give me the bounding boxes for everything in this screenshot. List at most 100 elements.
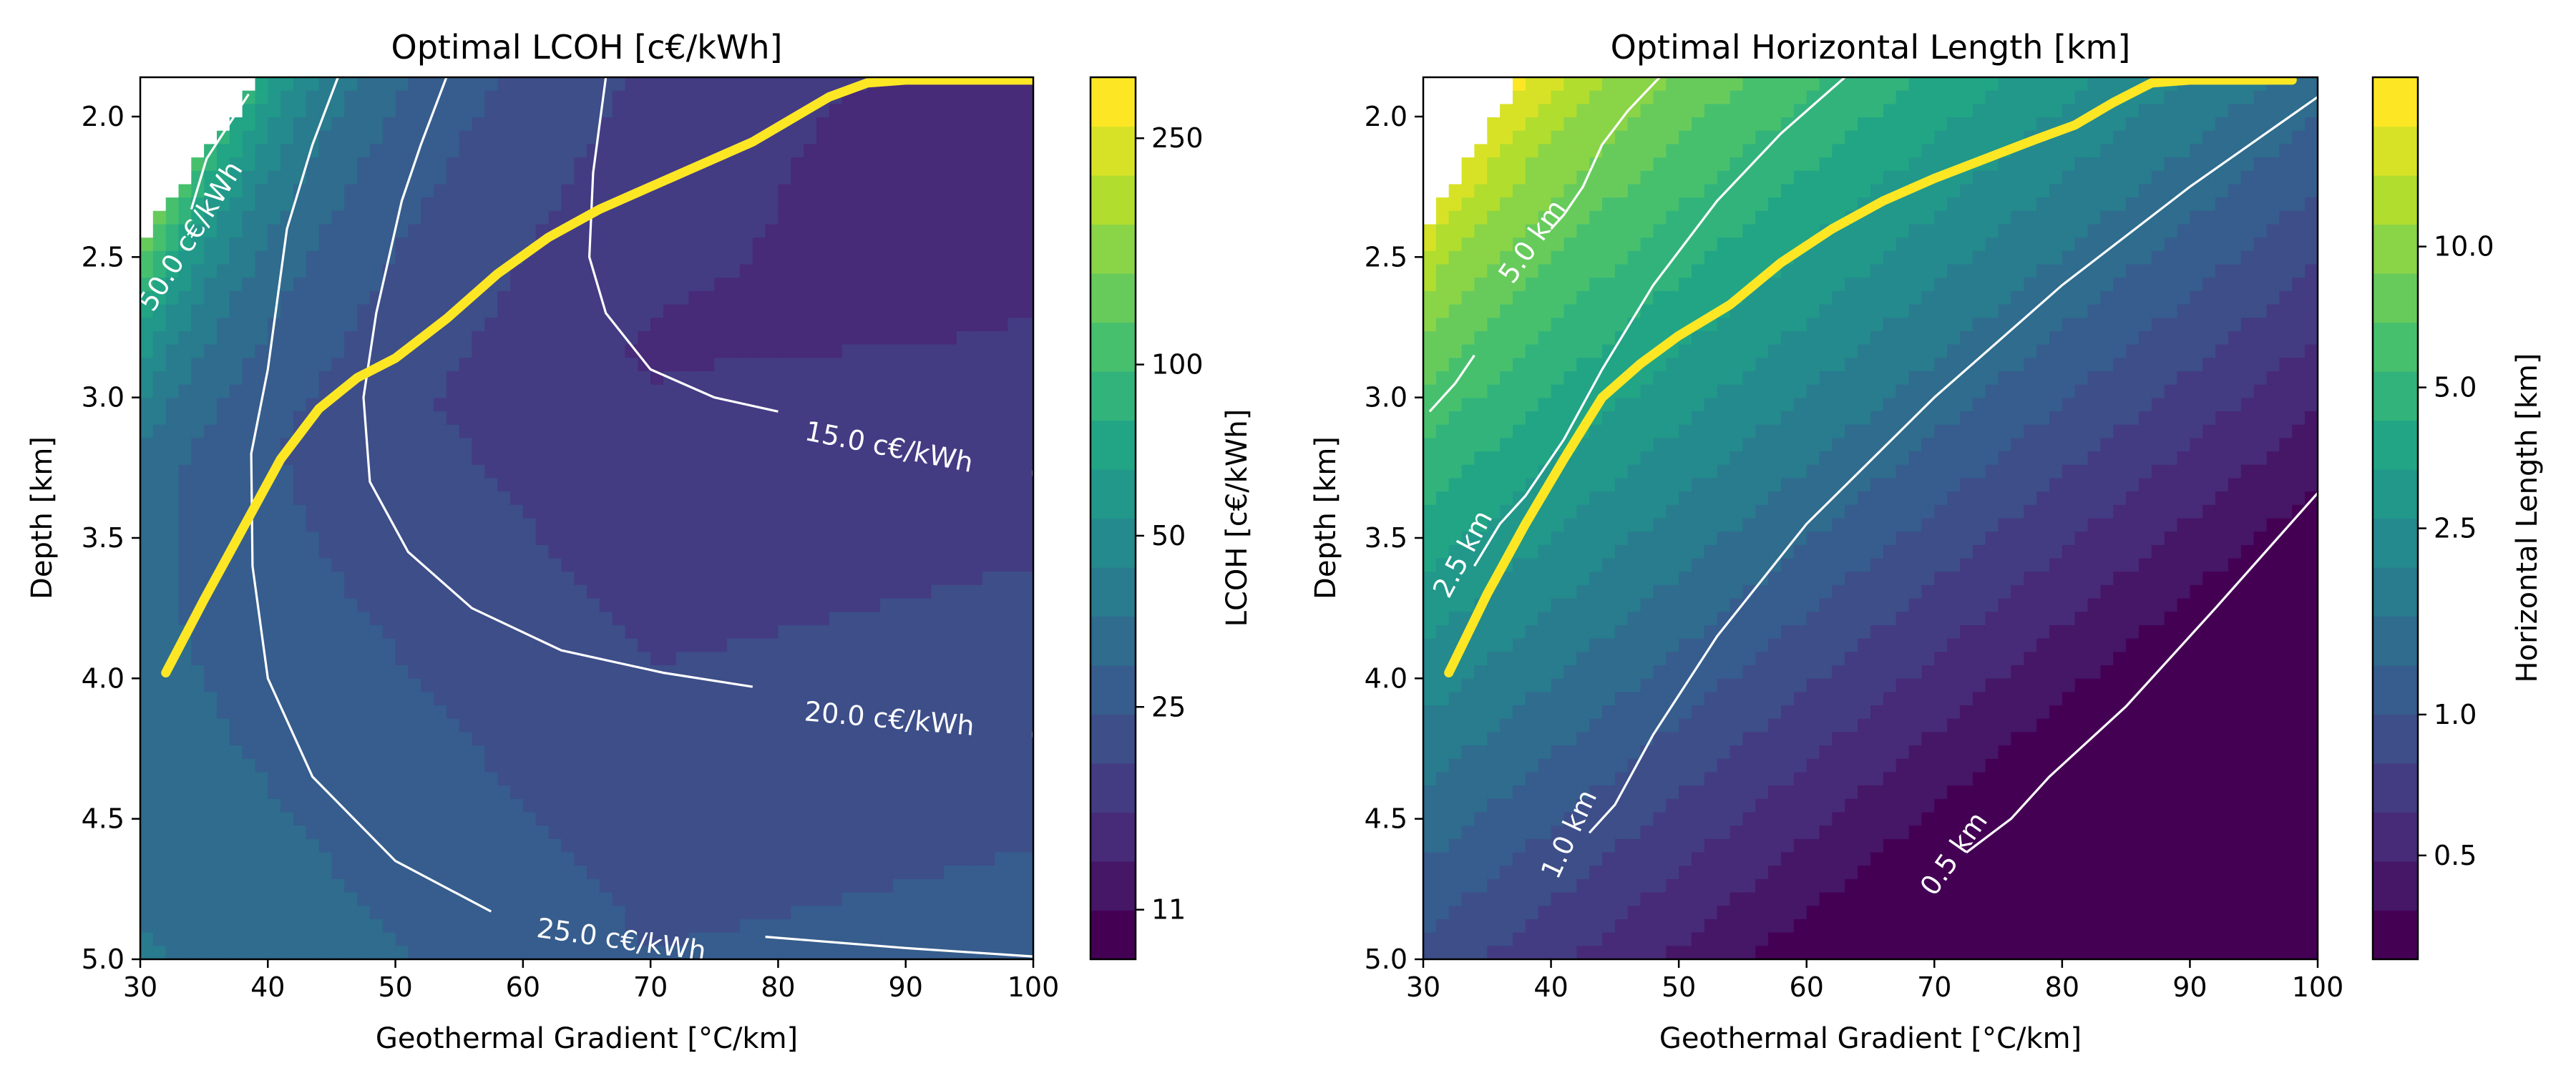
lcoh-heatmap-cell <box>841 946 856 959</box>
lcoh-heatmap-cell <box>318 612 333 626</box>
lcoh-heatmap-cell <box>178 838 192 853</box>
lcoh-heatmap-cell <box>548 518 562 532</box>
lcoh-heatmap-cell <box>599 612 613 626</box>
lcoh-heatmap-cell <box>293 278 307 292</box>
lcoh-heatmap-cell <box>982 184 996 198</box>
lcoh-heatmap-cell <box>229 438 243 452</box>
lcoh-heatmap-cell <box>522 919 537 934</box>
lcoh-heatmap-cell <box>1020 224 1033 238</box>
lcoh-heatmap-cell <box>331 718 345 733</box>
lcoh-heatmap-cell <box>905 224 919 238</box>
lcoh-heatmap-cell <box>587 598 600 613</box>
lcoh-heatmap-cell <box>638 625 651 640</box>
lcoh-heatmap-cell <box>816 852 830 866</box>
length-heatmap-cell <box>1435 504 1450 519</box>
lcoh-heatmap-cell <box>765 732 779 746</box>
lcoh-heatmap-cell <box>217 652 230 666</box>
lcoh-heatmap-cell <box>829 866 843 880</box>
lcoh-heatmap-cell <box>1008 892 1021 907</box>
lcoh-heatmap-cell <box>804 772 817 786</box>
lcoh-heatmap-cell <box>688 798 703 813</box>
lcoh-heatmap-cell <box>663 946 677 959</box>
lcoh-heatmap-cell <box>574 518 587 532</box>
lcoh-heatmap-cell <box>650 745 664 760</box>
lcoh-heatmap-cell <box>829 411 843 426</box>
lcoh-heatmap-cell <box>140 237 154 252</box>
lcoh-heatmap-cell <box>510 504 524 519</box>
lcoh-heatmap-cell <box>701 344 716 359</box>
lcoh-heatmap-cell <box>255 705 269 720</box>
lcoh-heatmap-cell <box>484 946 498 959</box>
lcoh-heatmap-cell <box>905 798 919 813</box>
lcoh-heatmap-cell <box>791 130 804 145</box>
lcoh-heatmap-cell <box>204 558 218 572</box>
lcoh-heatmap-cell <box>752 264 766 278</box>
lcoh-heatmap-cell <box>472 210 486 225</box>
lcoh-heatmap-cell <box>369 812 384 826</box>
lcoh-heatmap-cell <box>229 237 243 252</box>
lcoh-heatmap-cell <box>446 170 460 185</box>
lcoh-heatmap-cell <box>255 612 269 626</box>
lcoh-heatmap-cell <box>408 692 421 706</box>
lcoh-heatmap-cell <box>395 665 409 680</box>
lcoh-heatmap-cell <box>293 130 307 145</box>
lcoh-heatmap-cell <box>841 424 856 439</box>
lcoh-heatmap-cell <box>408 384 421 399</box>
lcoh-heatmap-cell <box>791 785 804 800</box>
lcoh-heatmap-cell <box>395 892 409 907</box>
lcoh-heatmap-cell <box>931 584 945 599</box>
lcoh-heatmap-cell <box>306 705 320 720</box>
lcoh-heatmap-cell <box>982 838 996 853</box>
lcoh-heatmap-cell <box>791 210 804 225</box>
lcoh-heatmap-cell <box>357 170 371 185</box>
length-heatmap-cell <box>1474 170 1488 185</box>
lcoh-heatmap-cell <box>905 90 919 105</box>
lcoh-heatmap-cell <box>778 398 791 412</box>
lcoh-heatmap-cell <box>561 157 575 172</box>
length-heatmap-cell <box>1423 90 1437 105</box>
lcoh-heatmap-cell <box>1008 718 1021 733</box>
lcoh-heatmap-cell <box>1020 745 1033 760</box>
lcoh-heatmap-cell <box>918 598 932 613</box>
lcoh-heatmap-cell <box>625 344 639 359</box>
lcoh-heatmap-cell <box>395 290 409 305</box>
lcoh-heatmap-cell <box>688 866 703 880</box>
lcoh-heatmap-cell <box>178 906 192 920</box>
lcoh-heatmap-cell <box>1020 892 1033 907</box>
lcoh-heatmap-cell <box>931 878 945 893</box>
lcoh-heatmap-cell <box>561 665 575 680</box>
lcoh-heatmap-cell <box>548 692 562 706</box>
lcoh-heatmap-cell <box>957 598 970 613</box>
lcoh-heatmap-cell <box>791 678 804 693</box>
length-heatmap-cell <box>1435 558 1450 572</box>
lcoh-heatmap-cell <box>229 825 243 840</box>
lcoh-heatmap-cell <box>791 384 804 399</box>
lcoh-heatmap-cell <box>829 572 843 586</box>
lcoh-heatmap-cell <box>229 612 243 626</box>
length-heatmap-cell <box>1423 558 1437 572</box>
length-heatmap-cell <box>1461 278 1475 292</box>
lcoh-heatmap-cell <box>880 237 894 252</box>
lcoh-heatmap-cell <box>421 438 434 452</box>
lcoh-heatmap-cell <box>587 638 600 653</box>
lcoh-heatmap-cell <box>472 798 486 813</box>
lcoh-heatmap-cell <box>1008 612 1021 626</box>
lcoh-heatmap-cell <box>982 772 996 786</box>
lcoh-heatmap-cell <box>522 625 537 640</box>
lcoh-heatmap-cell <box>434 278 447 292</box>
lcoh-heatmap-cell <box>484 144 498 158</box>
lcoh-heatmap-cell <box>892 157 907 172</box>
lcoh-heatmap-cell <box>829 946 843 959</box>
lcoh-heatmap-cell <box>957 491 970 506</box>
lcoh-heatmap-cell <box>548 210 562 225</box>
lcoh-heatmap-cell <box>638 264 651 278</box>
lcoh-heatmap-cell <box>446 104 460 118</box>
lcoh-heatmap-cell <box>663 584 677 599</box>
lcoh-heatmap-cell <box>931 852 945 866</box>
lcoh-heatmap-cell <box>804 798 817 813</box>
lcoh-heatmap-cell <box>497 572 511 586</box>
lcoh-heatmap-cell <box>995 130 1009 145</box>
lcoh-heatmap-cell <box>204 411 218 426</box>
lcoh-heatmap-cell <box>905 584 919 599</box>
lcoh-heatmap-cell <box>944 130 957 145</box>
